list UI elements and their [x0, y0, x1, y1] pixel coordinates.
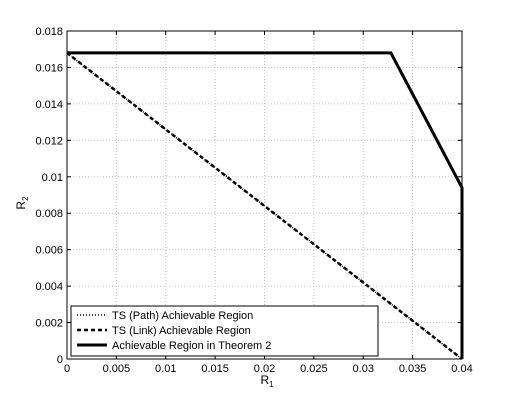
- x-tick-label: 0.025: [300, 363, 328, 375]
- y-tick-label: 0.006: [35, 245, 63, 257]
- legend-label-2: TS (Link) Achievable Region: [112, 325, 251, 337]
- y-axis-label: R2: [14, 196, 30, 210]
- y-tick-label: 0: [57, 354, 63, 366]
- legend-label-3: Achievable Region in Theorem 2: [112, 340, 271, 352]
- x-tick-label: 0.01: [155, 363, 176, 375]
- series-line-1: [66, 52, 463, 360]
- series-line-2: [66, 51, 463, 360]
- x-tick-label: 0.005: [103, 363, 131, 375]
- legend-label-1: TS (Path) Achievable Region: [112, 310, 253, 322]
- y-tick-label: 0.018: [35, 26, 63, 38]
- y-tick-label: 0.002: [35, 318, 63, 330]
- ticks: 0 0.005 0.01 0.015 0.02 0.025 0.03 0.035 0.04 0 0.…: [35, 26, 472, 375]
- x-tick-label: 0.03: [353, 363, 374, 375]
- legend-box: [70, 305, 379, 357]
- legend: TS (Path) Achievable Region TS (Link) Ach…: [70, 305, 379, 357]
- x-tick-label: 0.02: [254, 363, 275, 375]
- y-tick-label: 0.008: [35, 208, 63, 220]
- y-tick-label: 0.004: [35, 281, 63, 293]
- x-tick-label: 0.035: [399, 363, 427, 375]
- x-tick-label: 0.015: [201, 363, 229, 375]
- grid: [67, 31, 462, 359]
- y-tick-label: 0.012: [35, 135, 63, 147]
- y-tick-label: 0.014: [35, 99, 63, 111]
- x-axis-label: R1: [260, 373, 274, 389]
- x-tick-label: 0.04: [451, 363, 472, 375]
- y-tick-label: 0.016: [35, 62, 63, 74]
- y-tick-label: 0.01: [42, 172, 63, 184]
- x-tick-label: 0: [64, 363, 70, 375]
